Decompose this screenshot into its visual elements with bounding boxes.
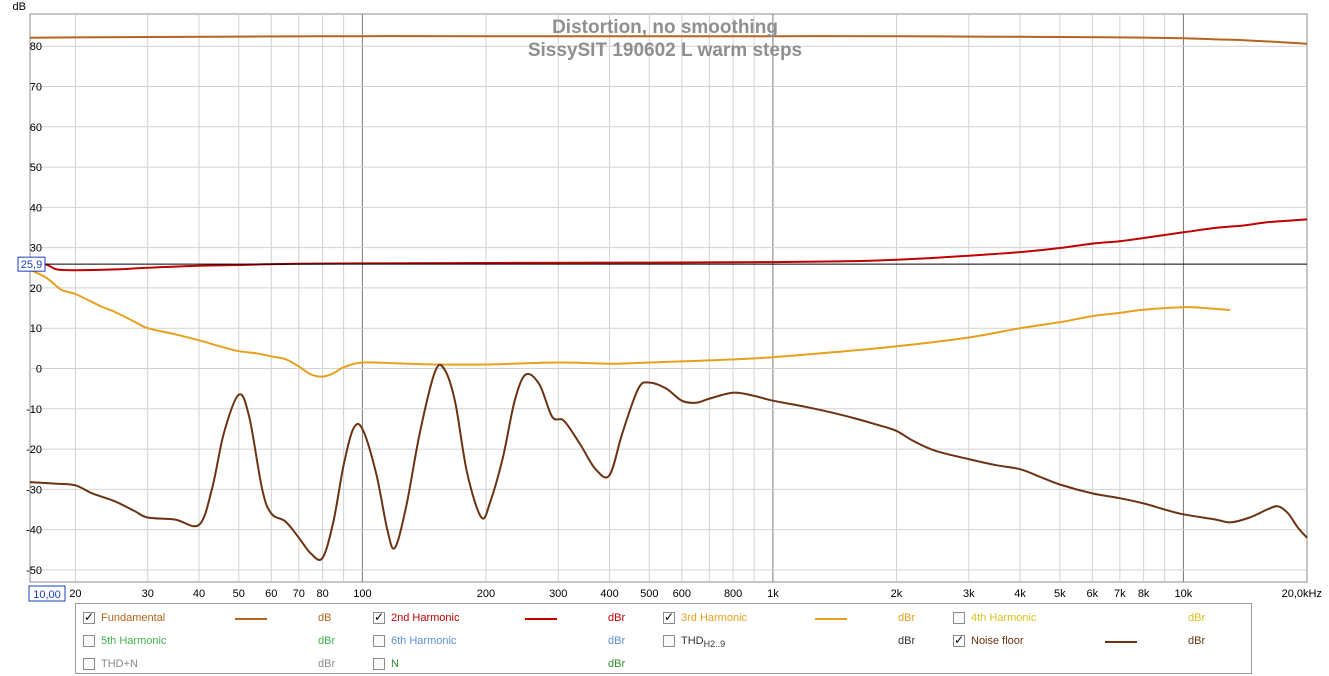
x-tick-label: 8k [1138,588,1150,600]
y-tick-label: 40 [30,202,42,214]
y-tick-label: -10 [26,404,42,416]
legend-line-swatch-noise-floor [1105,641,1137,643]
legend-label-2nd-harmonic: 2nd Harmonic [391,612,460,624]
legend-label-4th-harmonic: 4th Harmonic [971,612,1037,624]
x-tick-label: 50 [233,588,245,600]
legend-unit-noise-floor: dBr [1188,635,1206,647]
legend-label-subscript: H2..9 [703,639,726,649]
x-tick-label: 400 [600,588,618,600]
y-tick-label: 80 [30,41,42,53]
series-lines [29,35,1308,561]
legend-label-6th-harmonic: 6th Harmonic [391,635,457,647]
x-tick-label: 800 [724,588,742,600]
plot-area [29,13,1308,583]
grid [30,14,1307,582]
legend-checkbox-thd[interactable] [663,635,675,647]
legend-label-3rd-harmonic: 3rd Harmonic [681,612,748,624]
y-tick-label: -20 [26,444,42,456]
y-tick-label: -30 [26,484,42,496]
chart-title: Distortion, no smoothing [552,17,778,38]
x-tick-label: 1k [767,588,779,600]
legend-checkbox-thd-n[interactable] [83,658,95,670]
cursor-y-readout: 25,9 [21,259,42,271]
legend-label-thd-n: THD+N [101,658,138,670]
cursor-x-box[interactable] [28,585,66,602]
cursor[interactable]: 25,9 10,00 [17,256,1307,602]
x-tick-label: 80 [316,588,328,600]
series-line-noise-floor [29,363,1308,561]
plot-frame-rect [29,13,1308,583]
legend-unit-5th-harmonic: dBr [318,635,336,647]
legend-checkbox-n[interactable] [373,658,385,670]
chart-subtitle: SissySIT 190602 L warm steps [528,40,802,61]
legend-label-n: N [391,658,399,670]
y-tick-label: 70 [30,82,42,94]
x-tick-label: 500 [640,588,658,600]
x-tick-label: 4k [1014,588,1026,600]
y-tick-label: -40 [26,525,42,537]
x-tick-label: 2k [891,588,903,600]
legend-checkbox-3rd-harmonic[interactable]: ✓ [663,610,675,624]
x-tick-label: 30 [142,588,154,600]
legend-label-noise-floor: Noise floor [971,635,1024,647]
legend-line-swatch-fundamental [235,618,267,620]
legend-checkbox-4th-harmonic[interactable] [953,612,965,624]
legend-unit-thd-n: dBr [318,658,336,670]
legend-checkbox-2nd-harmonic[interactable]: ✓ [373,610,385,624]
cursor-y-box[interactable] [17,256,46,272]
x-tick-label: 20,0kHz [1282,588,1322,600]
legend-line-swatch-2nd-harmonic [525,618,557,620]
legend-checkbox-fundamental[interactable]: ✓ [83,610,95,624]
cursor-x-readout: 10,00 [33,589,61,601]
y-tick-label: 0 [36,363,42,375]
legend-label-fundamental: Fundamental [101,612,166,624]
legend-line-swatch-3rd-harmonic [815,618,847,620]
y-tick-label: 50 [30,162,42,174]
y-tick-label: 30 [30,243,42,255]
legend-checkbox-noise-floor[interactable]: ✓ [953,633,965,647]
legend-unit-2nd-harmonic: dBr [608,612,626,624]
x-tick-label: 60 [265,588,277,600]
series-line-fundamental [29,35,1308,45]
x-tick-label: 20 [69,588,81,600]
legend-unit-6th-harmonic: dBr [608,635,626,647]
y-tick-label: 10 [30,323,42,335]
x-tick-label: 600 [673,588,691,600]
x-tick-label: 5k [1054,588,1066,600]
y-axis-label: dB [13,1,26,13]
legend-checkbox-5th-harmonic[interactable] [83,635,95,647]
legend-unit-thd: dBr [898,635,916,647]
x-tick-label: 3k [963,588,975,600]
y-tick-label: 60 [30,122,42,134]
x-tick-label: 6k [1087,588,1099,600]
series-line-3rd-harmonic [29,268,1231,378]
x-tick-label: 200 [477,588,495,600]
x-tick-label: 40 [193,588,205,600]
legend-unit-3rd-harmonic: dBr [898,612,916,624]
legend-checkbox-6th-harmonic[interactable] [373,635,385,647]
series-line-2nd-harmonic [29,218,1308,272]
legend-unit-4th-harmonic: dBr [1188,612,1206,624]
x-tick-label: 7k [1114,588,1126,600]
legend-label-thd: THDH2..9 [681,635,726,649]
x-tick-label: 70 [293,588,305,600]
legend-unit-n: dBr [608,658,626,670]
legend-label-5th-harmonic: 5th Harmonic [101,635,167,647]
y-tick-label: -50 [26,565,42,577]
legend-unit-fundamental: dB [318,612,332,624]
y-tick-label: 20 [30,283,42,295]
x-tick-label: 100 [353,588,371,600]
x-tick-label: 300 [549,588,567,600]
x-tick-label: 10k [1175,588,1193,600]
legend-panel: ✓ Fundamental dB ✓ 2nd Harmonic dBr ✓ 3rd Harmo… [75,603,1252,674]
